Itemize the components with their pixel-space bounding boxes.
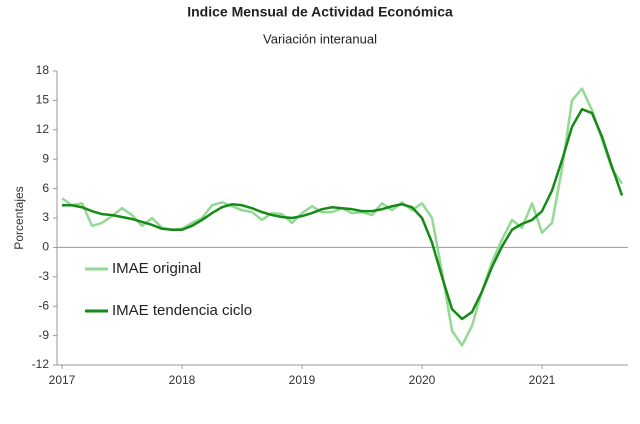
legend-label: IMAE original [112,260,201,277]
chart-title: Indice Mensual de Actividad Económica [187,4,453,20]
x-tick-label: 2020 [409,373,436,387]
y-tick-label: 18 [36,63,50,77]
x-tick-label: 2021 [529,373,556,387]
y-tick-label: 6 [42,181,49,195]
legend-background [75,255,275,330]
y-tick-label: 15 [36,93,50,107]
x-tick-label: 2018 [169,373,196,387]
chart-subtitle: Variación interanual [263,31,377,46]
y-tick-label: -12 [32,357,50,371]
legend-label: IMAE tendencia ciclo [112,302,252,319]
y-tick-label: -6 [38,298,49,312]
y-tick-label: -9 [38,328,49,342]
y-tick-label: 0 [42,240,49,254]
x-tick-label: 2017 [49,373,76,387]
y-tick-label: 12 [36,122,50,136]
y-axis-label: Porcentajes [12,186,26,249]
series-line [62,107,624,321]
y-tick-label: -3 [38,269,49,283]
y-tick-label: 9 [42,151,49,165]
y-tick-label: 3 [42,210,49,224]
x-tick-label: 2019 [289,373,316,387]
